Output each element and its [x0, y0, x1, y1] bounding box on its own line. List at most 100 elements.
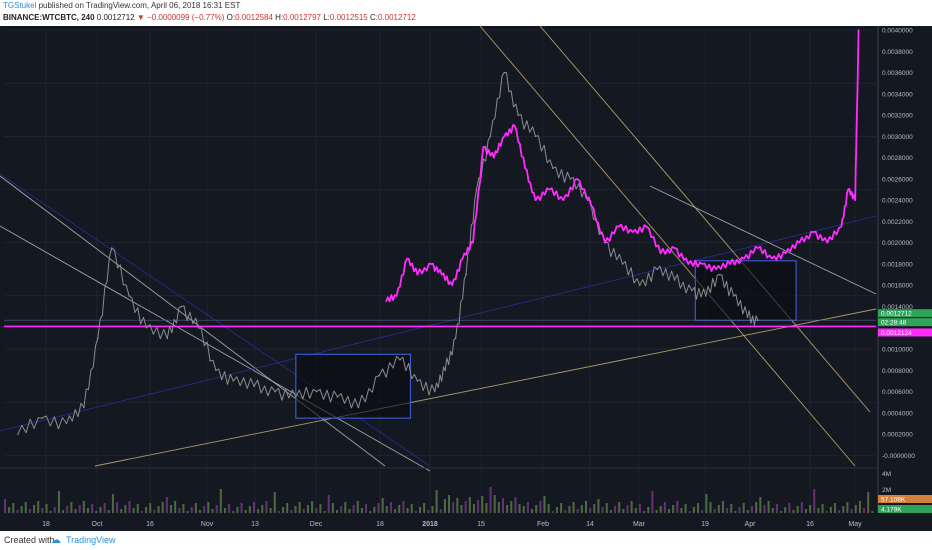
volume-bar [614, 506, 617, 513]
volume-bar [692, 507, 695, 513]
volume-bar [103, 503, 106, 513]
volume-bar [555, 507, 558, 513]
volume-bar [182, 504, 185, 513]
chart-area[interactable]: 0.0040000 0.0038000 0.0036000 0.0034000 0.00… [0, 26, 932, 531]
volume-bar [514, 497, 517, 513]
y-tick-label: 0.0020000 [882, 240, 913, 247]
high-value: 0.0012797 [283, 13, 321, 22]
volume-bar [506, 505, 509, 513]
volume-bar [510, 501, 513, 513]
volume-bar [203, 506, 206, 513]
volume-bar [663, 502, 666, 513]
volume-bar [597, 499, 600, 513]
volume-bar [659, 506, 662, 513]
price-chart[interactable]: 0.0040000 0.0038000 0.0036000 0.0034000 0.00… [0, 26, 932, 531]
volume-bar [78, 505, 81, 513]
volume-bar [842, 506, 845, 513]
volume-bar [796, 506, 799, 513]
volume-bar [535, 505, 538, 513]
volume-bar [419, 507, 421, 513]
volume-bar [389, 502, 392, 513]
volume-bar [373, 507, 376, 513]
x-tick-label: 19 [701, 521, 709, 528]
y-tick-label: 0.0022000 [882, 219, 913, 226]
volume-bar [825, 511, 828, 513]
volume-bar [62, 510, 65, 513]
volume-bar [365, 504, 368, 513]
series-line-0 [17, 72, 759, 435]
y-tick-label: 0.0016000 [882, 283, 913, 290]
volume-bar [634, 508, 637, 513]
volume-bar [4, 499, 6, 513]
volume-bar [66, 506, 69, 513]
volume-bar [609, 510, 612, 513]
volume-bar [643, 511, 646, 513]
volume-bar [800, 502, 803, 513]
volume-bar [572, 502, 575, 513]
volume-bar [37, 501, 40, 513]
volume-tick-label: 2M [882, 487, 891, 494]
price-badge-label: 0.0012712 [881, 311, 912, 318]
volume-bar [132, 508, 135, 513]
volume-bar [427, 510, 430, 513]
volume-bar [282, 507, 285, 513]
x-tick-label: Nov [201, 521, 214, 528]
y-tick-label: 0.0010000 [882, 347, 913, 354]
series-0 [17, 71, 759, 435]
volume-bar [107, 510, 110, 513]
volume-bar [298, 502, 301, 513]
y-tick-label: 0.0018000 [882, 261, 913, 268]
volume-bar [809, 505, 812, 513]
volume-badge-0 [878, 495, 932, 503]
volume-bar [564, 510, 567, 513]
volume-bar [821, 504, 824, 513]
y-tick-label: 0.0030000 [882, 134, 913, 141]
close-label: C: [369, 13, 378, 22]
published-text: published on TradingView.com, April 06, … [38, 1, 241, 10]
volume-bar [165, 497, 168, 513]
author-link[interactable]: TGStukel [3, 1, 37, 10]
volume-bar [522, 506, 525, 513]
volume-bar [402, 501, 405, 513]
volume-bar [580, 505, 583, 513]
low-label: L: [323, 13, 330, 22]
low-value: 0.0012515 [329, 13, 368, 22]
volume-bar [153, 510, 156, 513]
volume-bar [585, 501, 587, 513]
x-tick-label: 16 [806, 521, 814, 528]
y-tick-label: 0.0026000 [882, 176, 913, 183]
volume-bar [684, 504, 687, 513]
volume-bar [539, 501, 542, 513]
tradingview-cloud-icon: ☁ [51, 535, 61, 546]
last-price: 0.0012712 [96, 13, 135, 22]
volume-bar [128, 501, 131, 513]
volume-bar [858, 501, 861, 513]
volume-bar [360, 508, 363, 513]
volume-bar [456, 498, 459, 513]
volume-bar [186, 511, 189, 513]
volume-bar [788, 503, 791, 513]
volume-bar [344, 502, 347, 513]
volume-bar [464, 501, 467, 513]
tradingview-brand[interactable]: TradingView [66, 535, 116, 545]
volume-bar [468, 497, 471, 513]
volume-bar [443, 499, 446, 513]
footer: Created with ☁ TradingView [0, 531, 932, 550]
volume-bar [668, 509, 670, 513]
volume-bar [705, 494, 708, 513]
volume-bar [286, 503, 289, 513]
x-tick-label: Apr [745, 521, 757, 528]
volume-bar [190, 507, 193, 513]
volume-bar [531, 509, 534, 513]
volume-bar [734, 511, 737, 513]
volume-bar [593, 504, 596, 513]
volume-bar [28, 509, 31, 513]
volume-bar [398, 505, 401, 513]
price-badge-1 [878, 318, 932, 327]
volume-bar [730, 504, 733, 513]
volume-bar [485, 503, 488, 513]
y-tick-label: 0.0038000 [882, 49, 913, 56]
volume-bar [174, 501, 177, 513]
volume-bar [340, 506, 343, 513]
volume-bar [755, 502, 758, 513]
